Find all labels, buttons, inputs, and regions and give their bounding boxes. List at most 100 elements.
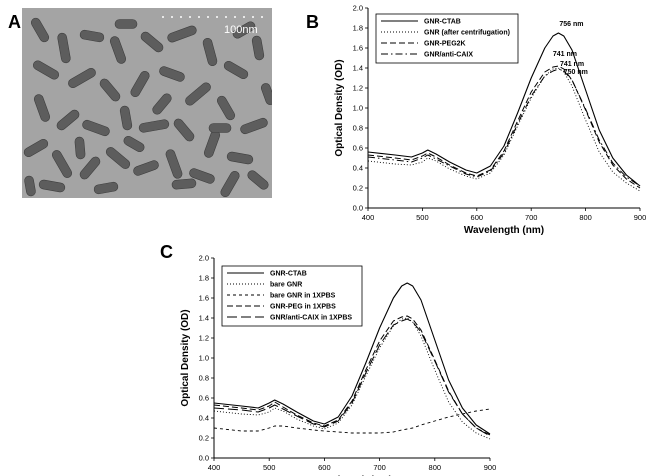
- nanorod: [140, 31, 164, 53]
- y-axis-label: Optical Density (OD): [334, 59, 345, 156]
- nanorod: [260, 83, 272, 105]
- legend-label: GNR-PEG in 1XPBS: [270, 304, 336, 311]
- nanorod: [159, 66, 185, 82]
- nanorod: [130, 70, 150, 98]
- x-tick-label: 600: [471, 213, 484, 222]
- nanorod: [119, 105, 133, 131]
- x-tick-label: 500: [416, 213, 429, 222]
- nanorod: [223, 60, 249, 80]
- y-tick-label: 2.0: [353, 4, 363, 13]
- nanorod: [30, 17, 50, 43]
- series-line: [367, 65, 641, 189]
- series-line: [367, 68, 641, 187]
- nanorod: [240, 117, 268, 135]
- scale-bar-label: 100nm: [224, 24, 258, 36]
- legend-label: GNR (after centrifugation): [424, 30, 510, 37]
- nanorod: [167, 25, 197, 43]
- scale-bar: 100nm: [162, 16, 264, 36]
- nanorod: [171, 178, 197, 190]
- peak-annotation: 756 nm: [559, 21, 583, 28]
- y-tick-label: 1.2: [199, 334, 209, 343]
- peak-annotation: 750 nm: [564, 69, 588, 76]
- nanorod: [99, 78, 121, 102]
- nanorod: [38, 179, 66, 193]
- y-tick-label: 0.4: [199, 414, 209, 423]
- legend-label: GNR/anti-CAIX: [424, 52, 473, 59]
- legend-label: GNR-CTAB: [424, 19, 461, 26]
- x-tick-label: 700: [525, 213, 538, 222]
- nanorod: [251, 35, 265, 61]
- y-tick-label: 1.4: [353, 64, 363, 73]
- nanorod: [152, 93, 172, 115]
- nanorod: [82, 119, 110, 137]
- nanorod: [93, 181, 119, 195]
- panel-c-letter: C: [160, 242, 173, 262]
- x-tick-label: 400: [208, 463, 221, 472]
- legend-label: bare GNR in 1XPBS: [270, 293, 336, 300]
- legend-label: bare GNR: [270, 282, 302, 289]
- legend-label: GNR-PEG2K: [424, 41, 466, 48]
- legend-label: GNR-CTAB: [270, 271, 307, 278]
- nanorod: [74, 136, 86, 160]
- nanorod: [165, 149, 183, 179]
- nanorod: [33, 94, 51, 122]
- nanorod: [109, 36, 127, 64]
- y-tick-label: 0.2: [199, 434, 209, 443]
- y-tick-label: 0.6: [353, 144, 363, 153]
- y-tick-label: 0.8: [199, 374, 209, 383]
- peak-annotation: 741 nm: [560, 61, 584, 68]
- nanorod: [79, 156, 101, 180]
- y-tick-label: 0.8: [353, 124, 363, 133]
- y-tick-label: 1.8: [199, 274, 209, 283]
- nanorod: [123, 135, 145, 153]
- chart-c: 0.0 0.2 0.4 0.6 0.8 1.0 1.2 1.4 1.6 1.8 2.0 400 500 6…: [180, 254, 497, 476]
- chart-b: 0.0 0.2 0.4 0.6 0.8 1.0 1.2 1.4 1.6 1.8 2.0 400 500 6…: [334, 4, 646, 237]
- legend: [375, 13, 519, 64]
- legend-label: GNR/anti-CAIX in 1XPBS: [270, 315, 352, 322]
- nanorod: [220, 170, 240, 198]
- nanorod: [79, 29, 105, 43]
- y-tick-label: 1.8: [353, 24, 363, 33]
- x-tick-label: 800: [579, 213, 592, 222]
- y-tick-label: 0.4: [353, 164, 363, 173]
- series-line: [213, 318, 491, 437]
- series-line: [213, 408, 491, 434]
- nanorod: [105, 147, 131, 169]
- nanorod: [68, 67, 96, 89]
- x-tick-label: 400: [362, 213, 375, 222]
- nanorod: [185, 82, 211, 106]
- y-tick-label: 1.2: [353, 84, 363, 93]
- y-tick-label: 2.0: [199, 254, 209, 263]
- series-line: [213, 317, 491, 440]
- nanorod: [208, 123, 232, 133]
- x-axis-label: Wavelength (nm): [464, 225, 544, 236]
- legend: [221, 265, 363, 327]
- nanorod: [232, 21, 256, 39]
- y-tick-label: 1.0: [199, 354, 209, 363]
- nanorod: [173, 118, 195, 142]
- nanorod: [138, 119, 170, 133]
- nanorod: [23, 138, 49, 158]
- panel-b-letter: B: [306, 12, 319, 32]
- y-tick-label: 1.0: [353, 104, 363, 113]
- y-tick-label: 0.6: [199, 394, 209, 403]
- series-line: [367, 32, 641, 187]
- nanorod: [114, 19, 138, 29]
- nanorod: [216, 95, 236, 121]
- panel-a-letter: A: [8, 12, 21, 32]
- series-line: [213, 282, 491, 435]
- nanorod: [32, 60, 60, 80]
- y-tick-label: 0.0: [199, 454, 209, 463]
- peak-annotation: 741 nm: [553, 51, 577, 58]
- y-tick-label: 0.0: [353, 204, 363, 213]
- nanorod: [189, 168, 215, 184]
- nanorod: [202, 38, 218, 66]
- nanorod: [226, 151, 254, 165]
- x-tick-label: 900: [484, 463, 497, 472]
- y-axis-label: Optical Density (OD): [180, 309, 191, 406]
- y-tick-label: 0.2: [353, 184, 363, 193]
- nanorod: [51, 150, 73, 178]
- x-tick-label: 500: [263, 463, 276, 472]
- x-tick-label: 600: [318, 463, 331, 472]
- nanorod: [57, 32, 71, 64]
